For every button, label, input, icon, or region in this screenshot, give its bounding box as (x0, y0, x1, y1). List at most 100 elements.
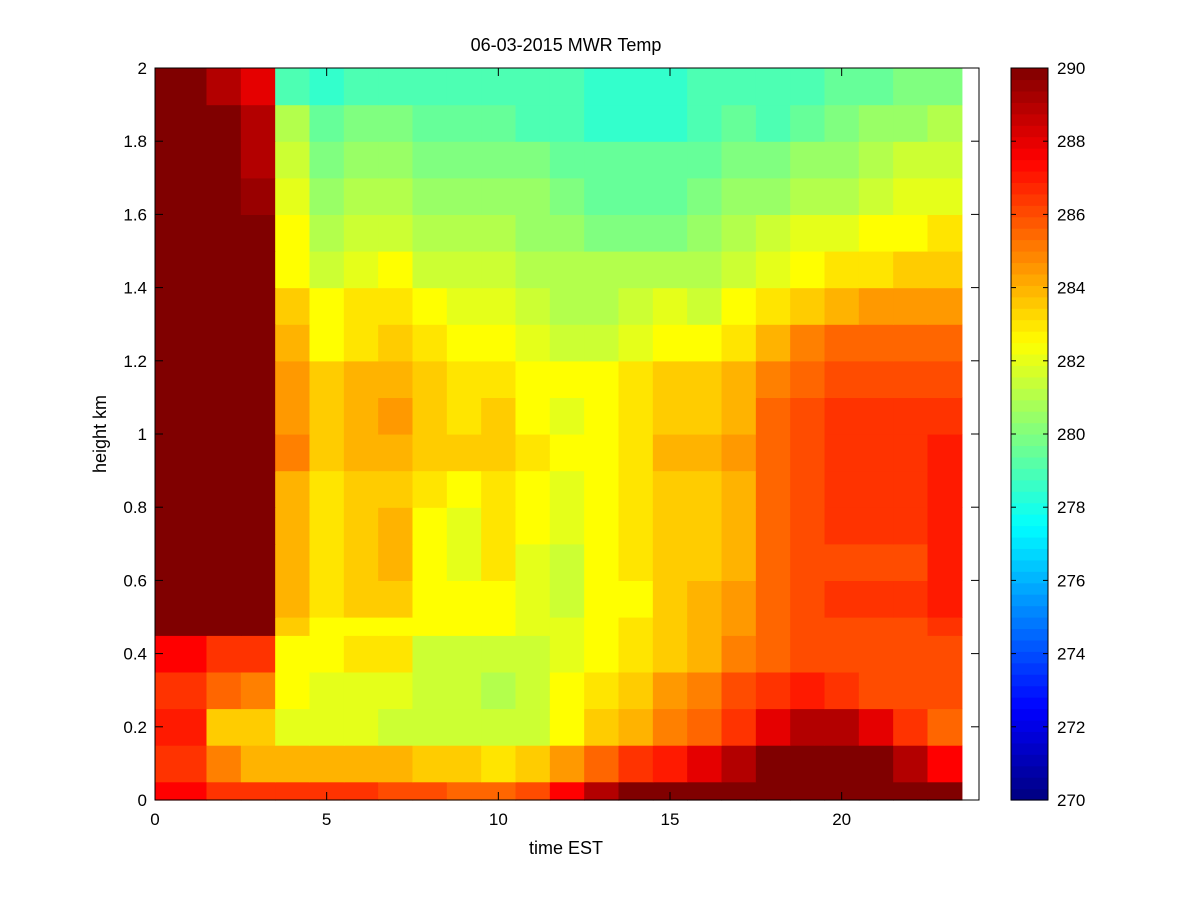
heatmap-cell (515, 434, 551, 472)
heatmap-cell (412, 324, 448, 362)
heatmap-cell (858, 507, 894, 545)
heatmap-cell (240, 287, 276, 325)
heatmap-cell (378, 470, 414, 508)
heatmap-cell (687, 745, 723, 783)
heatmap-cell (155, 141, 208, 179)
heatmap-cell (481, 470, 517, 508)
heatmap-cell (584, 617, 620, 636)
heatmap-cell (755, 671, 791, 710)
heatmap-cell (275, 287, 311, 325)
heatmap-cell (858, 397, 894, 435)
heatmap-cell (446, 68, 482, 106)
heatmap-cell (309, 324, 345, 362)
heatmap-cell (378, 68, 414, 106)
heatmap-cell (412, 507, 448, 545)
heatmap-cell (584, 324, 620, 362)
colorbar-segment (1011, 125, 1048, 138)
heatmap-cell (155, 68, 208, 106)
colorbar-segment (1011, 113, 1048, 126)
heatmap-cell (618, 324, 654, 362)
heatmap-cell (481, 434, 517, 472)
heatmap-cell (309, 177, 345, 215)
colorbar (1011, 68, 1048, 801)
colorbar-tick-label: 270 (1057, 791, 1085, 810)
heatmap-cell (721, 781, 757, 801)
heatmap-cell (240, 397, 276, 435)
heatmap-cell (446, 635, 482, 673)
heatmap-cell (412, 617, 448, 636)
heatmap-cell (584, 671, 620, 710)
heatmap-cell (275, 177, 311, 215)
heatmap-cell (412, 104, 448, 142)
heatmap-cell (206, 580, 242, 618)
heatmap-cell (378, 635, 414, 673)
heatmap-cell (481, 543, 517, 581)
heatmap-cell (893, 287, 929, 325)
heatmap-cell (858, 287, 894, 325)
heatmap-cell (343, 781, 379, 801)
heatmap-cell (618, 141, 654, 179)
heatmap-cell (275, 781, 311, 801)
heatmap-cell (446, 434, 482, 472)
heatmap-cell (515, 635, 551, 673)
heatmap-cell (858, 617, 894, 636)
heatmap-cell (481, 287, 517, 325)
chart-title: 06-03-2015 MWR Temp (471, 35, 662, 55)
heatmap-cell (618, 507, 654, 545)
heatmap-cell (343, 635, 379, 673)
colorbar-segment (1011, 159, 1048, 172)
heatmap-cell (721, 68, 757, 106)
heatmap-cell (721, 635, 757, 673)
heatmap-cell (687, 507, 723, 545)
heatmap-cell (584, 470, 620, 508)
heatmap-cell (515, 507, 551, 545)
heatmap-cell (893, 617, 929, 636)
heatmap-cell (343, 104, 379, 142)
colorbar-segment (1011, 68, 1048, 81)
heatmap-cell (652, 251, 688, 289)
heatmap-cell (893, 360, 929, 398)
heatmap-cell (824, 745, 860, 783)
heatmap-cell (721, 287, 757, 325)
heatmap-cell (687, 324, 723, 362)
heatmap-cell (721, 671, 757, 710)
heatmap-cell (378, 671, 414, 710)
heatmap-cell (618, 781, 654, 801)
heatmap-cell (652, 543, 688, 581)
heatmap-cell (343, 434, 379, 472)
heatmap-cell (206, 287, 242, 325)
heatmap-cell (446, 617, 482, 636)
heatmap-cell (206, 617, 242, 636)
heatmap-cell (721, 708, 757, 746)
heatmap-cell (378, 580, 414, 618)
heatmap-cell (893, 68, 929, 106)
heatmap-cell (618, 177, 654, 215)
heatmap-cell (927, 507, 963, 545)
heatmap-cell (309, 434, 345, 472)
heatmap-cell (240, 68, 276, 106)
heatmap-cell (275, 507, 311, 545)
heatmap-cell (824, 360, 860, 398)
heatmap-cell (652, 434, 688, 472)
heatmap-cell (343, 708, 379, 746)
heatmap-cell (721, 141, 757, 179)
colorbar-segment (1011, 765, 1048, 778)
heatmap-cell (155, 434, 208, 472)
heatmap-cell (343, 507, 379, 545)
heatmap-cell (481, 104, 517, 142)
heatmap-cell (275, 360, 311, 398)
colorbar-segment (1011, 193, 1048, 206)
heatmap-cell (893, 781, 929, 801)
heatmap-cell (584, 745, 620, 783)
heatmap-cell (755, 397, 791, 435)
heatmap-cell (584, 434, 620, 472)
heatmap-cell (155, 360, 208, 398)
heatmap-cell (206, 434, 242, 472)
heatmap-cell (309, 543, 345, 581)
heatmap-cell (412, 177, 448, 215)
heatmap-cell (515, 141, 551, 179)
colorbar-segment (1011, 102, 1048, 115)
heatmap-cell (584, 635, 620, 673)
colorbar-segment (1011, 651, 1048, 664)
heatmap-cell (790, 543, 826, 581)
